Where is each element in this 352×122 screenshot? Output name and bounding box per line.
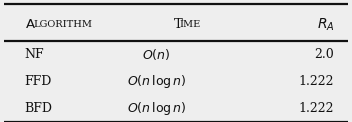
Text: 2.0: 2.0 [315,48,334,61]
Text: $\mathsf{A}$: $\mathsf{A}$ [25,18,36,31]
Text: NF: NF [25,48,44,61]
Text: IME: IME [180,20,201,29]
Text: $O(n\,\log n)$: $O(n\,\log n)$ [127,73,186,90]
Text: BFD: BFD [25,102,53,115]
Text: T: T [174,18,183,31]
Text: 1.222: 1.222 [299,75,334,88]
Text: $O(n)$: $O(n)$ [143,47,171,62]
Text: $R_A$: $R_A$ [317,16,334,33]
Text: 1.222: 1.222 [299,102,334,115]
Text: LGORITHM: LGORITHM [33,20,93,29]
Text: FFD: FFD [25,75,52,88]
Text: $O(n\,\log n)$: $O(n\,\log n)$ [127,100,186,117]
